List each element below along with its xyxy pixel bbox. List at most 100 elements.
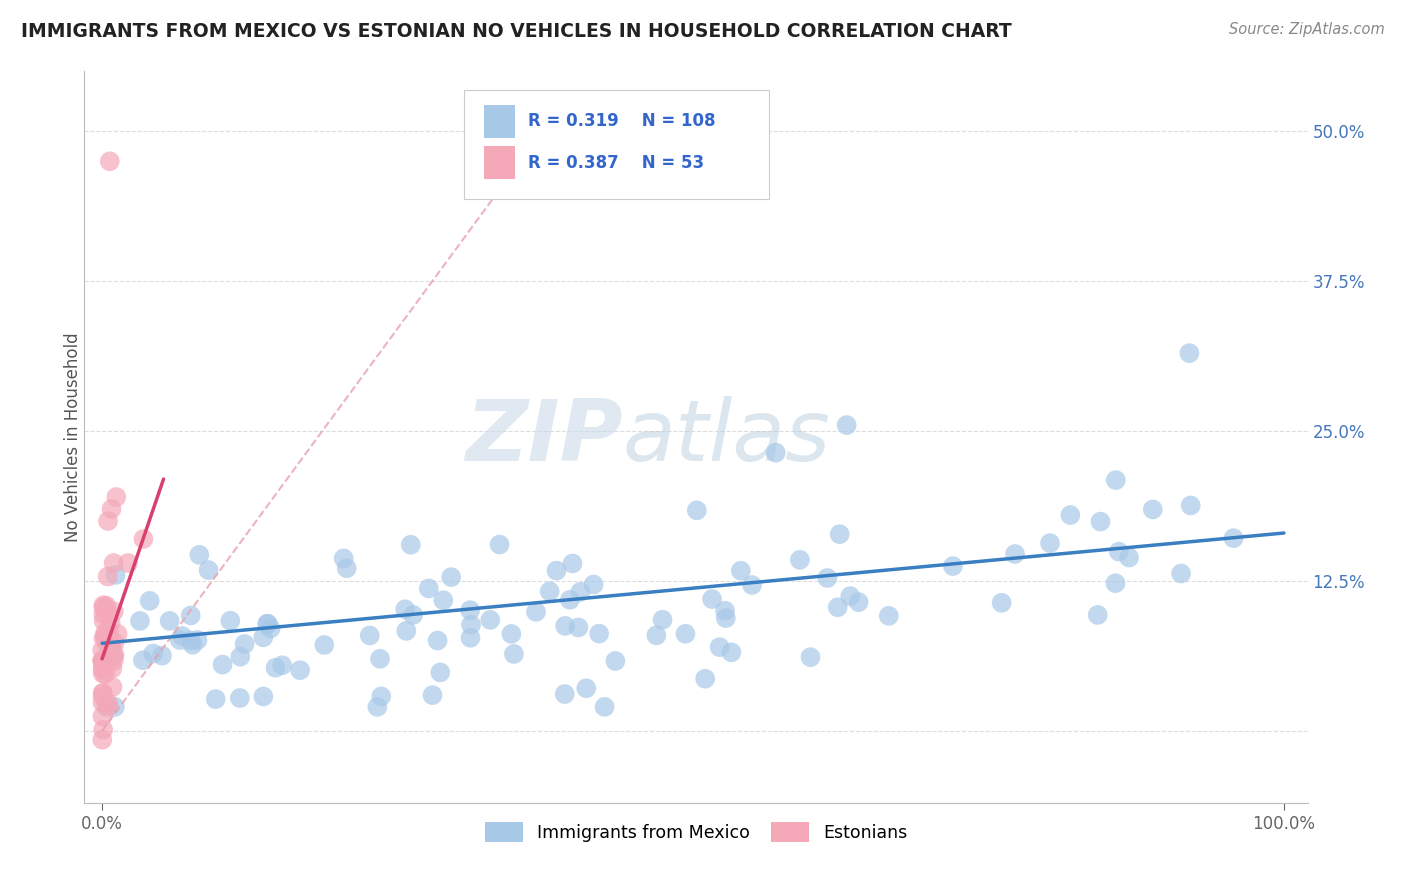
Point xyxy=(97,607,120,622)
Point xyxy=(129,614,152,628)
Text: atlas: atlas xyxy=(623,395,831,479)
FancyBboxPatch shape xyxy=(484,104,515,137)
Point xyxy=(91,654,114,668)
Point xyxy=(366,699,388,714)
Point xyxy=(91,696,114,710)
Point xyxy=(103,650,125,665)
Point xyxy=(460,617,482,632)
Point xyxy=(288,663,311,677)
Point xyxy=(197,563,219,577)
Point xyxy=(101,661,124,675)
Point xyxy=(98,634,121,648)
Point xyxy=(91,732,114,747)
Point xyxy=(314,638,336,652)
Point xyxy=(138,594,160,608)
Point xyxy=(368,652,391,666)
Point xyxy=(271,658,294,673)
Point xyxy=(569,585,592,599)
Point xyxy=(402,607,425,622)
Point xyxy=(103,604,125,618)
Point xyxy=(94,625,117,640)
Point xyxy=(91,653,114,667)
Point xyxy=(426,633,449,648)
Point xyxy=(1222,531,1244,545)
Point xyxy=(835,418,858,433)
Point xyxy=(252,631,274,645)
Point xyxy=(172,629,194,643)
Legend: Immigrants from Mexico, Estonians: Immigrants from Mexico, Estonians xyxy=(478,815,914,849)
Point xyxy=(1004,547,1026,561)
Point xyxy=(815,571,838,585)
Point xyxy=(458,603,481,617)
Point xyxy=(588,626,610,640)
Point xyxy=(181,638,204,652)
Point xyxy=(101,680,124,694)
Point xyxy=(97,652,120,666)
Point xyxy=(593,699,616,714)
Point xyxy=(259,622,281,636)
Point xyxy=(180,633,202,648)
Point xyxy=(103,556,125,570)
Point xyxy=(567,620,589,634)
Point xyxy=(714,611,737,625)
Point xyxy=(219,614,242,628)
Point xyxy=(399,538,422,552)
Point xyxy=(695,672,717,686)
Point xyxy=(336,561,359,575)
Point xyxy=(105,490,128,504)
FancyBboxPatch shape xyxy=(484,146,515,179)
Point xyxy=(675,626,697,640)
Point xyxy=(98,626,121,640)
Point xyxy=(188,548,211,562)
Point xyxy=(91,686,114,700)
Point xyxy=(169,633,191,648)
Point xyxy=(96,699,118,714)
Point xyxy=(799,650,821,665)
Point xyxy=(432,593,454,607)
Point xyxy=(159,614,181,628)
Point xyxy=(256,616,278,631)
Point xyxy=(91,666,114,681)
Point xyxy=(100,640,122,654)
Point xyxy=(765,445,787,459)
Point xyxy=(839,589,862,603)
Text: Source: ZipAtlas.com: Source: ZipAtlas.com xyxy=(1229,22,1385,37)
Point xyxy=(180,608,202,623)
Point xyxy=(256,616,278,631)
Point xyxy=(96,637,118,651)
Point xyxy=(93,631,115,645)
Point xyxy=(103,648,125,662)
Point xyxy=(1170,566,1192,581)
Point xyxy=(91,709,114,723)
Point xyxy=(98,154,121,169)
Point xyxy=(233,637,256,651)
Y-axis label: No Vehicles in Household: No Vehicles in Household xyxy=(65,332,82,542)
Point xyxy=(93,614,115,628)
Point xyxy=(93,598,115,612)
Point xyxy=(524,605,547,619)
Point xyxy=(97,699,120,714)
Point xyxy=(91,662,114,676)
Point xyxy=(558,592,581,607)
Point xyxy=(575,681,598,696)
Text: IMMIGRANTS FROM MEXICO VS ESTONIAN NO VEHICLES IN HOUSEHOLD CORRELATION CHART: IMMIGRANTS FROM MEXICO VS ESTONIAN NO VE… xyxy=(21,22,1012,41)
Point xyxy=(730,564,752,578)
Point xyxy=(538,584,561,599)
Point xyxy=(91,600,114,615)
Point xyxy=(651,613,673,627)
Point xyxy=(229,649,252,664)
Point xyxy=(709,640,731,654)
Point xyxy=(91,687,114,701)
Point xyxy=(1059,508,1081,522)
Point xyxy=(332,551,354,566)
Point xyxy=(1090,515,1112,529)
Point xyxy=(97,514,120,528)
Point xyxy=(91,654,114,668)
Point xyxy=(700,592,723,607)
Point xyxy=(605,654,627,668)
Point xyxy=(252,690,274,704)
Point xyxy=(686,503,709,517)
Point xyxy=(582,577,605,591)
Point xyxy=(848,595,870,609)
Point xyxy=(554,619,576,633)
